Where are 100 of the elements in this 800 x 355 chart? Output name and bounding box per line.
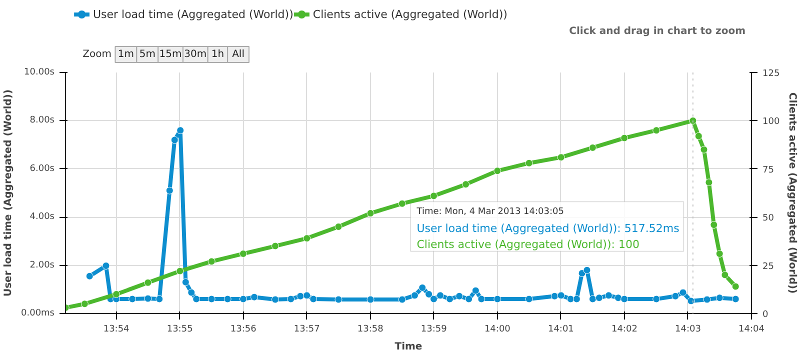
point	[478, 295, 486, 303]
point	[303, 234, 311, 242]
text: Zoom	[82, 49, 112, 60]
point	[398, 200, 406, 208]
x-axis-title: Time	[394, 342, 422, 352]
point	[208, 295, 216, 303]
point	[334, 296, 342, 304]
point	[687, 297, 695, 305]
point	[703, 296, 711, 304]
point	[271, 296, 279, 304]
point	[239, 250, 247, 258]
point	[430, 295, 438, 303]
point	[566, 295, 574, 303]
point	[366, 296, 374, 304]
legend-label: User load time (Aggregated (World))	[92, 8, 294, 21]
point	[239, 295, 247, 303]
point	[620, 134, 628, 142]
point	[583, 266, 591, 274]
point	[588, 295, 596, 303]
point	[144, 278, 152, 286]
x-tick-label: 14:03	[675, 324, 701, 334]
point	[334, 222, 342, 230]
point	[86, 272, 94, 280]
point	[732, 295, 740, 303]
text: All	[232, 49, 244, 60]
annotation: Time: Mon, 4 Mar 2013 14:03:05	[416, 207, 564, 218]
y2-axis-title: Clients active (Aggregated (World))	[786, 92, 798, 294]
text: 1h	[211, 49, 224, 60]
y2-tick-label: 75	[762, 165, 774, 176]
point	[144, 294, 152, 302]
point	[700, 146, 708, 154]
point	[694, 132, 702, 140]
point	[465, 295, 473, 303]
y2-tick-label: 50	[762, 214, 774, 224]
point	[710, 221, 718, 229]
x-tick-label: 13:58	[357, 324, 384, 334]
point	[310, 295, 318, 303]
y-tick-label: 6.00s	[30, 164, 55, 174]
point	[176, 267, 184, 275]
y-tick-label: 0.00ms	[21, 308, 55, 318]
y2-tick-label: 25	[762, 262, 774, 272]
text: 5m	[139, 49, 156, 60]
point	[732, 282, 740, 290]
point	[525, 159, 533, 167]
point	[287, 295, 295, 303]
point	[689, 116, 697, 124]
text: Click and drag in chart to zoom	[569, 26, 746, 37]
point	[271, 242, 279, 250]
point	[494, 167, 502, 175]
point	[170, 136, 178, 144]
point	[721, 271, 729, 279]
point	[472, 286, 480, 294]
x-tick-label: 14:00	[484, 324, 511, 334]
point	[366, 210, 374, 217]
point	[679, 288, 687, 296]
x-tick-label: 14:04	[738, 324, 765, 334]
text: 30m	[184, 49, 207, 60]
point	[557, 154, 565, 162]
point	[128, 295, 136, 303]
point	[525, 295, 533, 303]
y2-tick-label: 125	[762, 69, 780, 79]
point	[303, 292, 311, 300]
point	[112, 290, 120, 298]
point	[182, 278, 190, 286]
text: 1m	[118, 49, 134, 60]
annotation: Clients active (Aggregated (World)): 100	[416, 238, 640, 252]
x-tick-label: 13:55	[166, 324, 193, 334]
y-tick-label: 10.00s	[24, 68, 55, 78]
x-tick-label: 14:01	[548, 324, 574, 334]
point	[188, 288, 196, 296]
point	[166, 186, 174, 194]
point	[550, 292, 558, 300]
point	[224, 295, 232, 303]
point	[398, 296, 406, 304]
point	[176, 126, 184, 134]
point	[705, 178, 713, 186]
y-axis-title: User load time (Aggregated (World))	[3, 89, 14, 297]
point	[425, 290, 433, 298]
x-tick-label: 14:02	[611, 324, 638, 334]
point	[430, 192, 438, 200]
point	[716, 250, 724, 258]
point	[614, 294, 622, 302]
point	[102, 262, 110, 270]
y-tick-label: 2.00s	[30, 260, 55, 270]
point	[595, 294, 603, 302]
point	[250, 293, 258, 301]
x-tick-label: 13:56	[230, 324, 257, 334]
point	[716, 294, 724, 302]
point	[652, 295, 660, 303]
y2-tick-label: 0	[762, 310, 768, 320]
point	[192, 295, 200, 303]
point	[672, 292, 680, 300]
point	[418, 284, 426, 292]
point	[572, 295, 580, 303]
point	[557, 292, 565, 300]
point	[620, 295, 628, 303]
x-tick-label: 13:57	[294, 324, 320, 334]
annotation: User load time (Aggregated (World)): 517.52ms	[416, 222, 680, 235]
point	[156, 295, 164, 303]
point	[208, 258, 216, 266]
